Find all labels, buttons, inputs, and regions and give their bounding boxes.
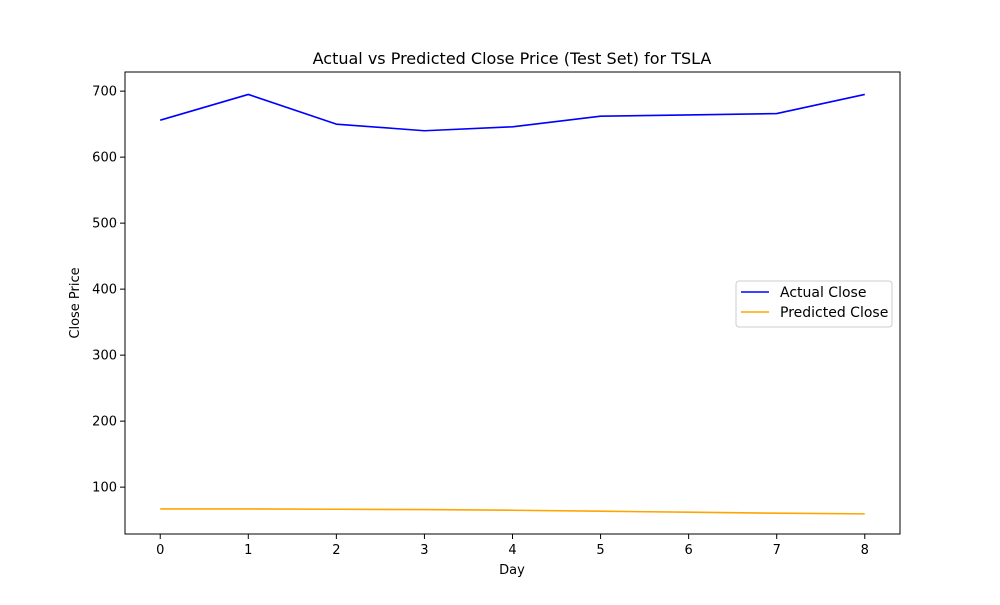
y-tick-label: 300 bbox=[92, 349, 117, 364]
y-tick-label: 100 bbox=[92, 481, 117, 496]
x-tick-label: 2 bbox=[332, 543, 340, 558]
y-tick-label: 200 bbox=[92, 415, 117, 430]
legend-label-predicted-close: Predicted Close bbox=[780, 305, 888, 321]
y-axis: 100 200 300 400 500 600 700 bbox=[92, 85, 125, 496]
x-axis: 0 1 2 3 4 5 6 7 8 bbox=[156, 534, 869, 558]
x-tick-label: 6 bbox=[684, 543, 692, 558]
y-tick-label: 400 bbox=[92, 283, 117, 298]
x-tick-label: 7 bbox=[773, 543, 781, 558]
x-tick-label: 5 bbox=[596, 543, 604, 558]
x-tick-label: 3 bbox=[420, 543, 428, 558]
y-tick-label: 700 bbox=[92, 85, 117, 100]
x-tick-label: 1 bbox=[244, 543, 252, 558]
chart-title: Actual vs Predicted Close Price (Test Se… bbox=[313, 49, 712, 68]
series-line-actual-close bbox=[160, 93, 865, 132]
x-tick-label: 4 bbox=[508, 543, 516, 558]
legend: Actual Close Predicted Close bbox=[735, 280, 893, 328]
x-tick-label: 8 bbox=[861, 543, 869, 558]
series-layer bbox=[160, 93, 865, 515]
y-tick-label: 600 bbox=[92, 151, 117, 166]
legend-box bbox=[735, 280, 893, 328]
y-axis-label: Close Price bbox=[68, 267, 83, 338]
x-tick-label: 0 bbox=[156, 543, 164, 558]
series-line-predicted-close bbox=[160, 508, 865, 515]
legend-label-actual-close: Actual Close bbox=[780, 285, 866, 301]
y-tick-label: 500 bbox=[92, 217, 117, 232]
x-axis-label: Day bbox=[499, 563, 525, 578]
